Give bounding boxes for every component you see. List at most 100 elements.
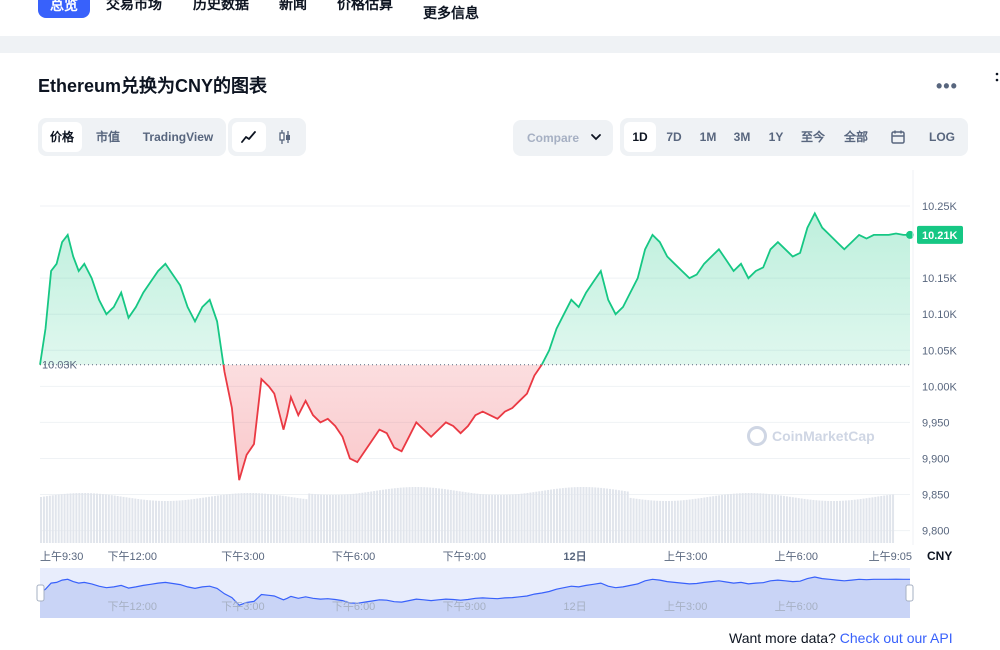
volume-bar <box>785 496 788 543</box>
volume-bar <box>588 487 591 543</box>
navigator-line <box>39 576 910 606</box>
range-ytd[interactable]: 至今 <box>800 130 825 144</box>
tab-tradingview[interactable]: TradingView <box>142 130 214 144</box>
volume-bar <box>550 489 553 543</box>
volume-bar <box>190 499 193 543</box>
volume-bar <box>432 487 435 543</box>
volume-bar <box>614 489 617 543</box>
volume-bar <box>812 499 815 543</box>
navigator-tick-label: 下午12:00 <box>107 600 157 613</box>
volume-bar <box>382 489 384 543</box>
candlestick-chart-button[interactable] <box>268 122 302 152</box>
view-tab-group: 价格 市值 TradingView <box>38 118 226 156</box>
volume-bar <box>134 498 137 543</box>
range-1y[interactable]: 1Y <box>768 130 784 144</box>
navigator-right-handle[interactable] <box>905 584 914 602</box>
volume-bar <box>841 500 844 543</box>
more-options-button[interactable]: ••• <box>936 76 958 96</box>
watermark: CoinMarketCap <box>747 426 875 446</box>
volume-bar <box>532 492 535 543</box>
volume-bar <box>511 494 514 543</box>
tab-market-cap[interactable]: 市值 <box>95 130 120 144</box>
tab-overview[interactable]: 总览 <box>38 0 90 18</box>
volume-bar <box>143 499 146 543</box>
volume-bar <box>582 487 585 543</box>
log-scale-toggle[interactable]: LOG <box>929 130 955 144</box>
volume-bar <box>314 494 317 543</box>
volume-bar <box>682 500 685 543</box>
range-7d[interactable]: 7D <box>666 130 682 144</box>
volume-bar <box>502 494 505 543</box>
tab-price-prediction[interactable]: 价格估算 <box>337 0 393 12</box>
compare-dropdown[interactable]: Compare <box>513 120 613 156</box>
volume-bar <box>494 494 497 543</box>
volume-bar <box>367 491 370 543</box>
tab-news[interactable]: 新闻 <box>279 0 307 12</box>
compare-label: Compare <box>527 131 580 145</box>
volume-bar <box>417 487 420 543</box>
api-link[interactable]: Check out our API <box>839 630 953 646</box>
x-tick-label: 下午9:00 <box>443 550 486 563</box>
volume-bar <box>715 495 718 543</box>
volume-bar <box>555 488 558 543</box>
line-chart-button[interactable] <box>232 122 266 152</box>
volume-bar <box>264 493 267 543</box>
volume-bar <box>874 496 877 543</box>
volume-bar <box>308 493 311 543</box>
navigator-left-handle[interactable] <box>36 584 45 602</box>
price-chart[interactable]: 10.03K 10.21K 10.25K10.15K10.10K10.05K10… <box>0 160 1000 630</box>
volume-bar <box>287 496 290 543</box>
volume-bar <box>496 494 499 543</box>
volume-bar <box>169 500 172 543</box>
volume-bar <box>830 500 833 543</box>
volume-bar <box>160 500 163 543</box>
volume-bar <box>771 494 774 543</box>
calendar-button[interactable] <box>882 122 914 152</box>
volume-bar <box>323 494 326 543</box>
tab-more-info[interactable]: 更多信息 <box>423 5 479 21</box>
volume-bar <box>337 494 340 543</box>
volume-bar <box>408 487 411 543</box>
volume-bar <box>753 493 756 543</box>
navigator-tick-label: 下午3:00 <box>221 600 264 613</box>
current-price-tag: 10.21K <box>917 225 963 244</box>
volume-bar <box>724 494 726 543</box>
volume-bar <box>659 500 662 543</box>
volume-bar <box>626 491 629 543</box>
volume-bar <box>393 488 396 543</box>
tab-historical-data[interactable]: 历史数据 <box>193 0 249 12</box>
volume-bar <box>623 491 626 543</box>
volume-bar <box>836 500 839 543</box>
volume-bar <box>768 494 771 543</box>
volume-bar <box>290 497 293 543</box>
volume-bar <box>390 488 393 543</box>
range-1d[interactable]: 1D <box>624 122 656 152</box>
volume-bar <box>113 495 116 543</box>
tab-price[interactable]: 价格 <box>42 122 82 152</box>
volume-bar <box>42 496 45 543</box>
volume-bar <box>697 498 700 543</box>
volume-bar <box>181 500 184 543</box>
range-all[interactable]: 全部 <box>843 130 868 144</box>
navigator-tick-label: 下午9:00 <box>443 600 486 613</box>
range-1m[interactable]: 1M <box>699 130 717 144</box>
volume-bar <box>364 492 367 543</box>
volume-bar <box>653 500 656 543</box>
range-3m[interactable]: 3M <box>733 130 751 144</box>
volume-bar <box>485 494 488 543</box>
volume-bar <box>96 493 99 543</box>
volume-bar <box>104 494 107 543</box>
volume-bar <box>709 496 712 543</box>
volume-bar <box>255 493 258 543</box>
x-tick-label: 上午6:00 <box>775 550 818 563</box>
volume-bar <box>538 491 541 543</box>
volume-bar <box>107 494 110 543</box>
chart-title: Ethereum兑换为CNY的图表 <box>38 76 268 96</box>
tab-markets[interactable]: 交易市场 <box>106 0 162 12</box>
volume-bar <box>706 497 709 543</box>
volume-bar <box>544 490 547 543</box>
volume-bars <box>40 487 895 543</box>
volume-bar <box>662 500 665 543</box>
volume-bar <box>806 499 809 543</box>
volume-bar <box>570 487 573 543</box>
